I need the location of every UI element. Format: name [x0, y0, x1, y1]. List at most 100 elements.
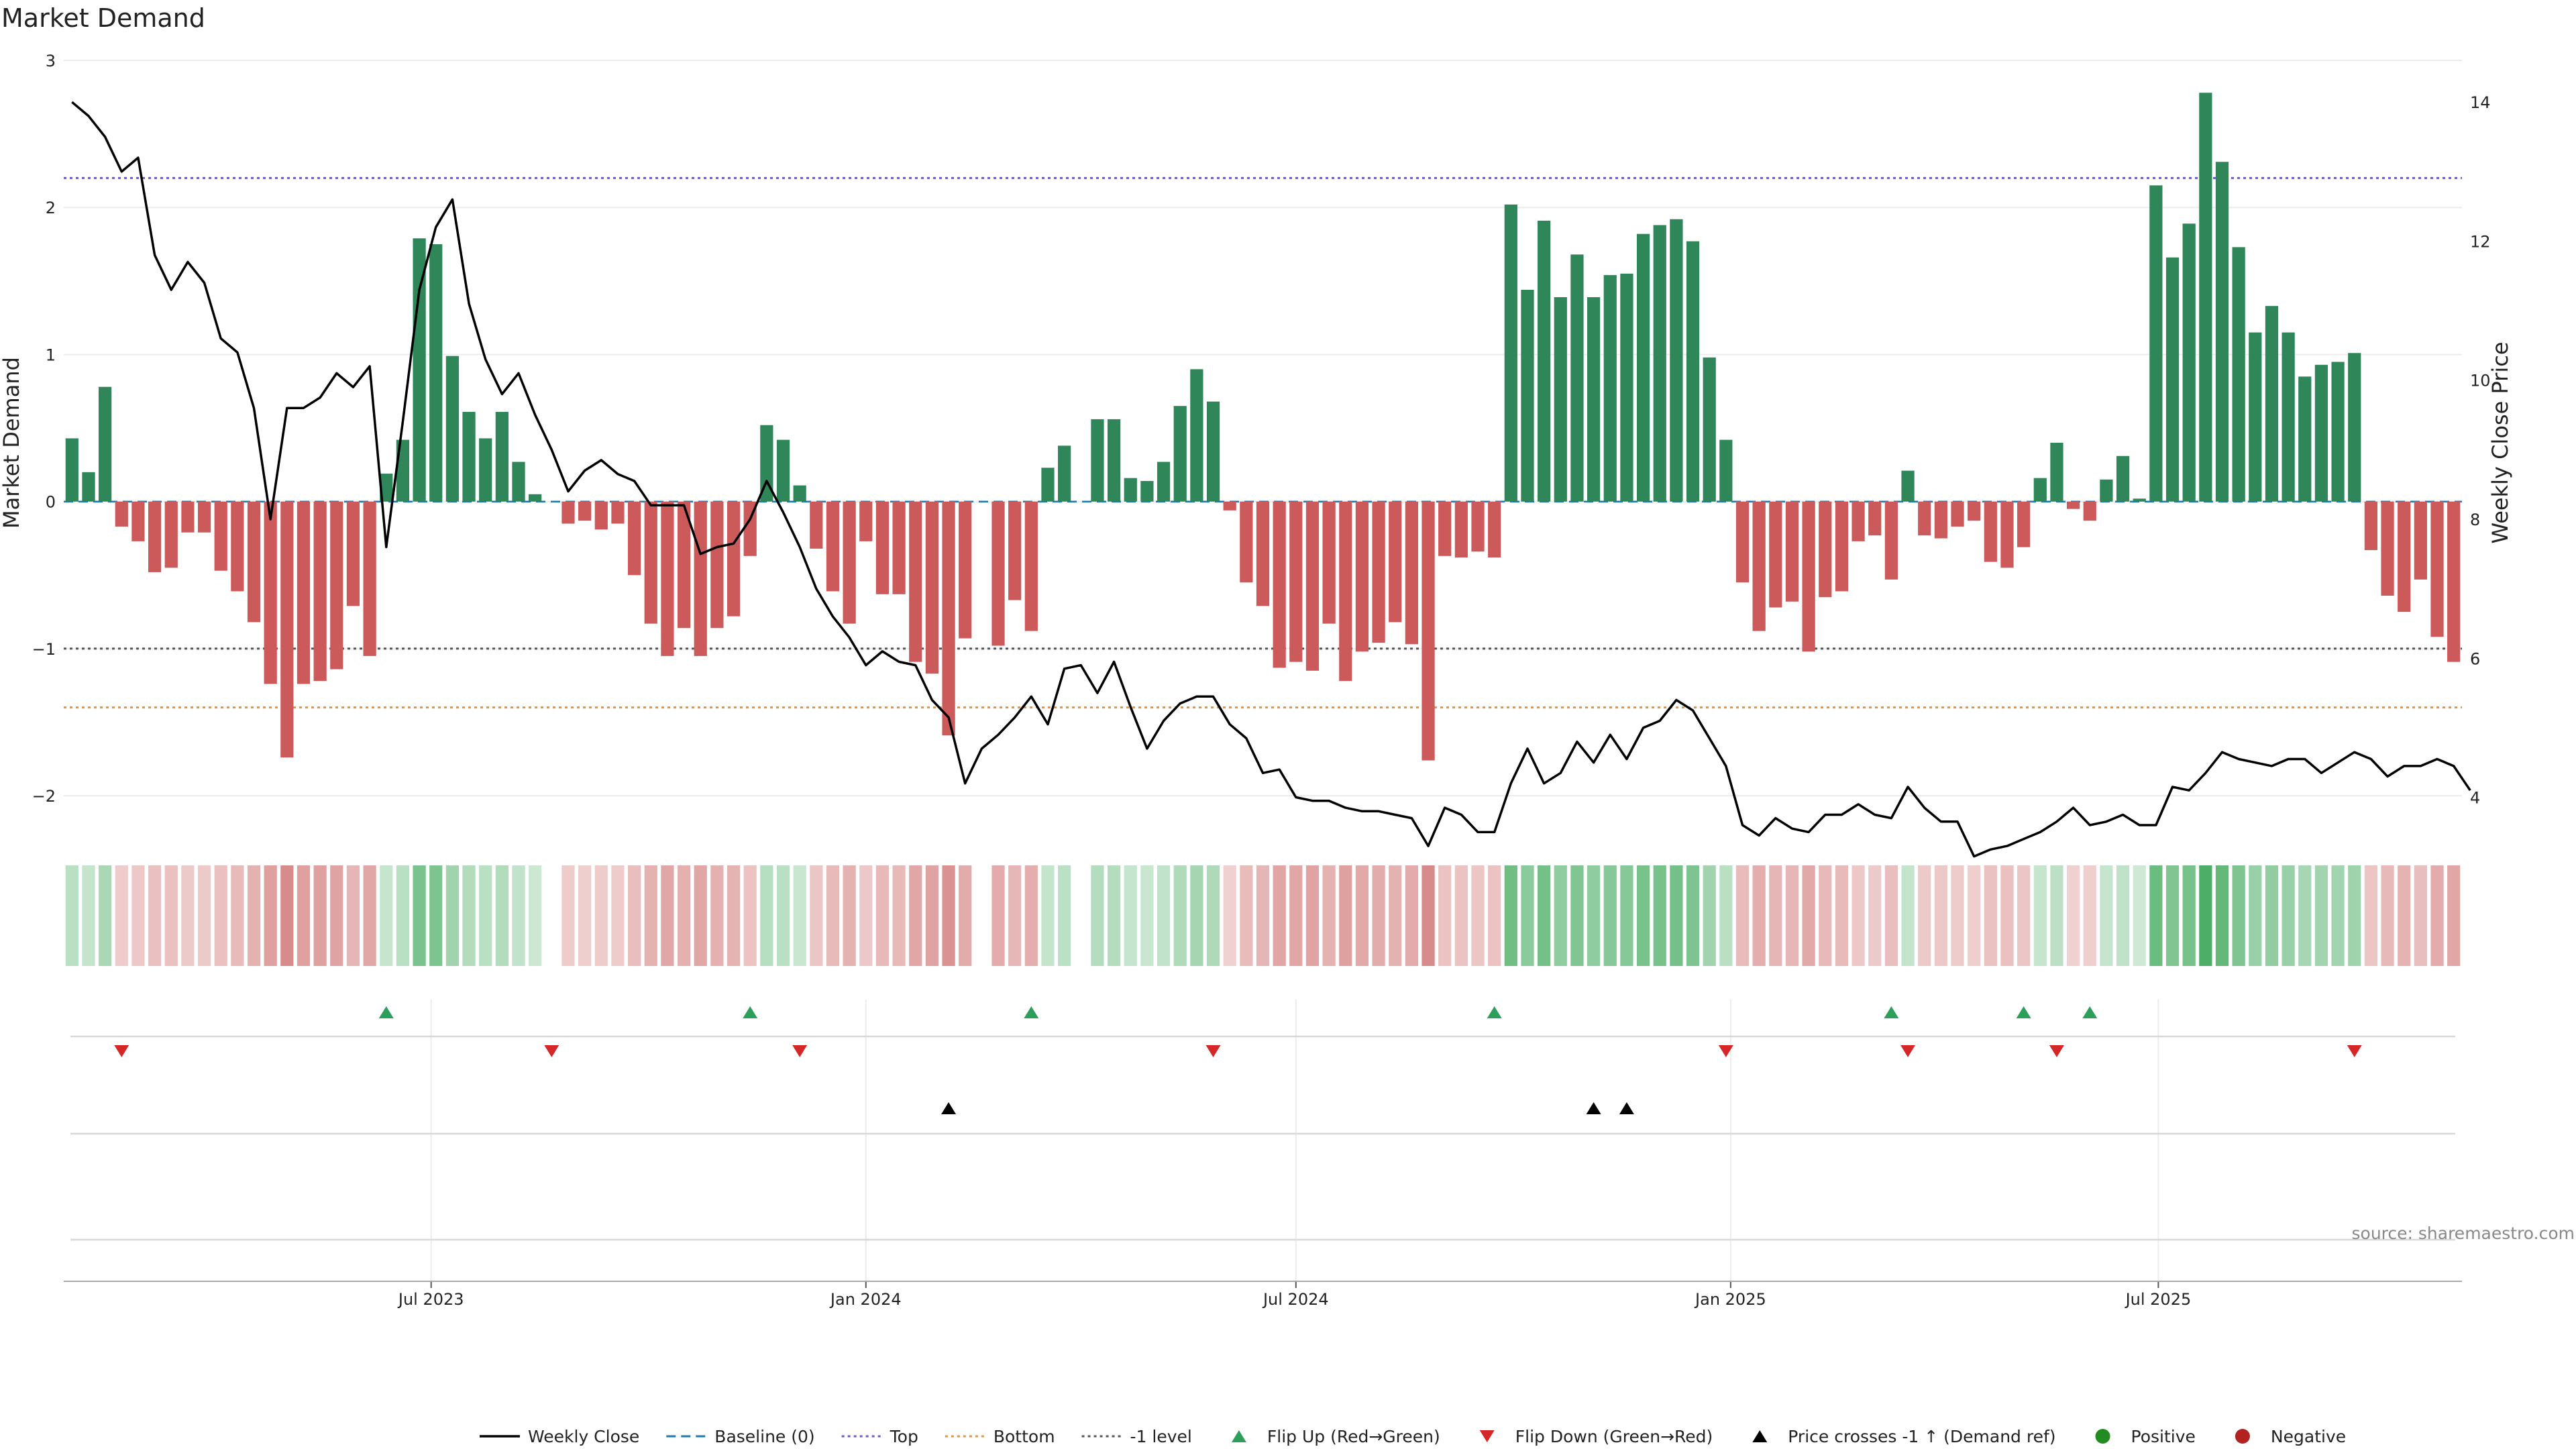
positive-demand-bar: [1670, 219, 1683, 502]
negative-demand-bar: [710, 501, 724, 629]
heat-cell-negative: [710, 865, 724, 966]
positive-demand-bar: [1157, 462, 1171, 502]
heat-cell-positive: [429, 865, 443, 966]
heat-cell-positive: [1587, 865, 1601, 966]
heat-cell-negative: [875, 865, 890, 966]
heat-cell-positive: [1124, 865, 1137, 966]
heat-cell-negative: [2430, 865, 2444, 966]
y2-axis-label: Weekly Close Price: [2487, 341, 2513, 543]
legend-label: Flip Up (Red→Green): [1267, 1427, 1440, 1446]
heat-cell-negative: [1305, 865, 1320, 966]
positive-demand-bar: [2265, 306, 2279, 502]
heat-cell-positive: [1140, 865, 1154, 966]
heat-cell-negative: [1405, 865, 1419, 966]
heat-cell-negative: [1918, 865, 1931, 966]
heat-cell-positive: [2149, 865, 2163, 966]
positive-demand-bar: [1124, 478, 1137, 502]
legend-item: Flip Down (Green→Red): [1479, 1427, 1713, 1446]
negative-demand-bar: [1752, 501, 1766, 631]
y2-tick-label: 8: [2470, 511, 2480, 529]
heat-cell-positive: [1636, 865, 1650, 966]
negative-demand-bar: [363, 501, 376, 656]
positive-demand-bar: [2314, 364, 2328, 502]
legend-label: Price crosses -1 ↑ (Demand ref): [1788, 1427, 2055, 1446]
legend-label: Flip Down (Green→Red): [1515, 1427, 1713, 1446]
positive-demand-bar: [2282, 332, 2295, 502]
negative-demand-bar: [1868, 501, 1882, 536]
y-tick-label: 2: [46, 199, 56, 217]
heat-cell-negative: [561, 865, 575, 966]
heat-cell-negative: [661, 865, 674, 966]
heat-cell-positive: [82, 865, 95, 966]
positive-demand-bar: [1554, 297, 1567, 502]
flip-up-marker: [1024, 1006, 1039, 1018]
heat-cell-negative: [1868, 865, 1882, 966]
negative-demand-bar: [247, 501, 261, 623]
heat-cell-positive: [1686, 865, 1700, 966]
heat-cell-negative: [1488, 865, 1501, 966]
legend-item: Positive: [2095, 1427, 2196, 1446]
flip-down-marker: [544, 1045, 559, 1057]
heat-cell-positive: [2182, 865, 2196, 966]
y2-tick-label: 14: [2470, 93, 2491, 112]
heat-cell-negative: [1835, 865, 1849, 966]
heat-cell-positive: [65, 865, 78, 966]
heat-cell-negative: [826, 865, 840, 966]
negative-demand-bar: [594, 501, 608, 530]
positive-demand-bar: [82, 472, 95, 502]
price-cross-marker: [1619, 1102, 1634, 1114]
heat-cell-positive: [2133, 865, 2146, 966]
heat-cell-positive: [2033, 865, 2047, 966]
legend-label: Bottom: [994, 1427, 1055, 1446]
positive-demand-bar: [793, 485, 806, 502]
positive-demand-bar: [1140, 481, 1154, 502]
y-tick-label: 0: [46, 493, 56, 512]
positive-demand-bar: [479, 438, 492, 502]
negative-demand-bar: [1918, 501, 1931, 536]
negative-demand-bar: [1851, 501, 1865, 541]
negative-demand-bar: [661, 501, 674, 656]
y-tick-label: −1: [32, 640, 56, 659]
flip-up-marker: [2082, 1006, 2098, 1018]
heat-cell-negative: [148, 865, 162, 966]
negative-demand-bar: [677, 501, 691, 629]
heat-cell-positive: [99, 865, 112, 966]
flip-down-marker: [1205, 1045, 1221, 1057]
positive-demand-bar: [1620, 273, 1633, 502]
heat-cell-negative: [247, 865, 261, 966]
negative-demand-bar: [2430, 501, 2444, 637]
positive-demand-bar: [429, 244, 443, 502]
legend-swatch-cross: [1752, 1430, 1768, 1442]
negative-demand-bar: [1934, 501, 1947, 539]
negative-demand-bar: [892, 501, 906, 594]
heat-cell-negative: [1851, 865, 1865, 966]
negative-demand-bar: [346, 501, 360, 606]
legend-label: Positive: [2131, 1427, 2196, 1446]
negative-demand-bar: [1454, 501, 1468, 557]
positive-demand-bar: [1206, 401, 1220, 502]
legend-swatch-flip-down: [1479, 1430, 1495, 1442]
heat-cell-negative: [1984, 865, 1997, 966]
heat-cell-positive: [1703, 865, 1716, 966]
negative-demand-bar: [1421, 501, 1435, 761]
heat-cell-positive: [396, 865, 410, 966]
heat-cell-negative: [363, 865, 376, 966]
heat-cell-negative: [1884, 865, 1898, 966]
negative-demand-bar: [297, 501, 311, 684]
signal-markers: [114, 1006, 2362, 1114]
positive-demand-bar: [1041, 468, 1055, 502]
negative-demand-bar: [115, 501, 128, 527]
negative-demand-bar: [1984, 501, 1997, 562]
heat-cell-positive: [1504, 865, 1517, 966]
negative-demand-bar: [2398, 501, 2411, 612]
heat-cell-positive: [495, 865, 508, 966]
heat-cell-negative: [1438, 865, 1452, 966]
heat-cell-positive: [1620, 865, 1633, 966]
positive-demand-bar: [2348, 353, 2361, 502]
negative-demand-bar: [2000, 501, 2014, 568]
heat-cell-negative: [942, 865, 955, 966]
heat-cell-negative: [1389, 865, 1402, 966]
legend-item: -1 level: [1081, 1427, 1192, 1446]
heat-cell-positive: [413, 865, 426, 966]
heat-cell-negative: [1951, 865, 1964, 966]
